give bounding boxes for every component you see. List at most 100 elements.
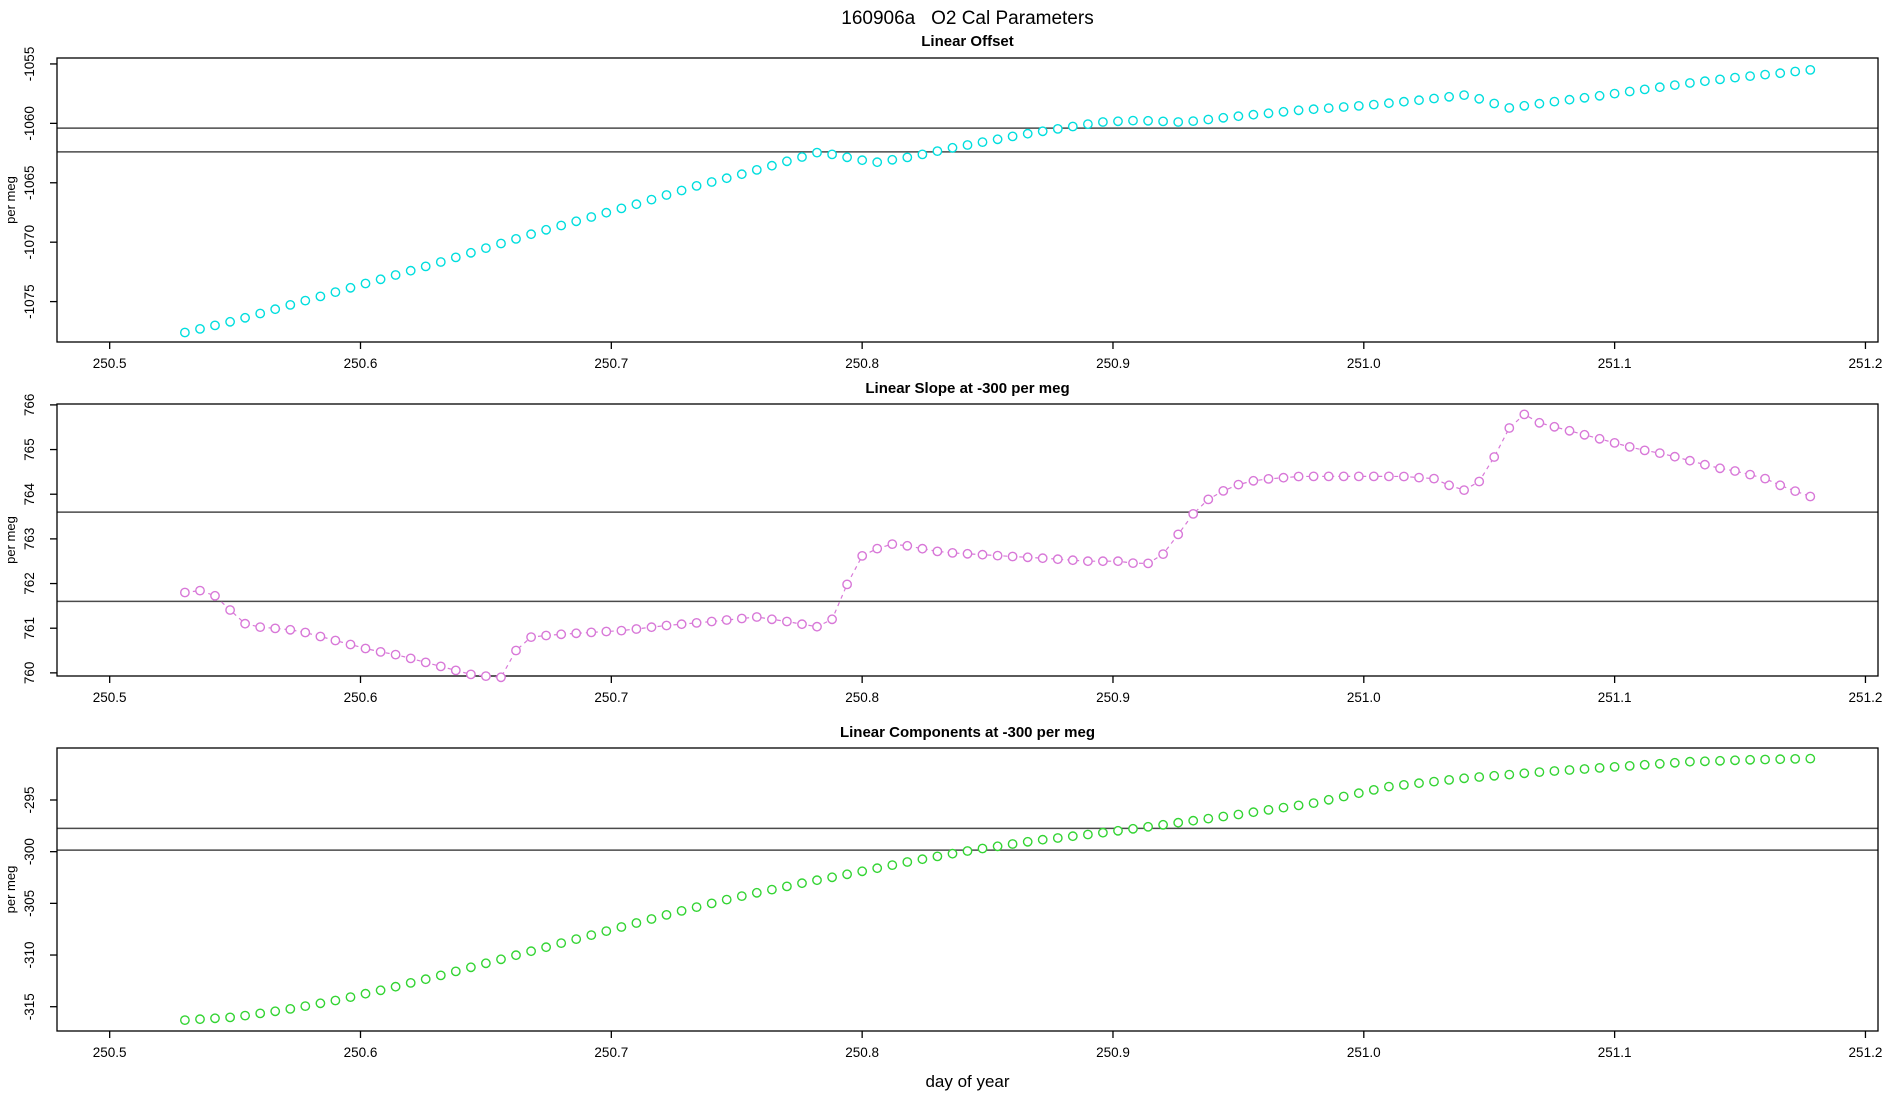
data-point-linear-slope <box>1549 421 1560 432</box>
data-point-linear-slope <box>1233 479 1244 490</box>
data-point-linear-offset <box>1745 71 1756 82</box>
data-point-linear-offset <box>736 169 747 180</box>
data-point-linear-components <box>1203 813 1214 824</box>
data-point-linear-offset <box>631 199 642 210</box>
data-point-linear-offset <box>1519 100 1530 111</box>
data-point-linear-offset <box>1037 126 1048 137</box>
data-point-linear-offset <box>1263 108 1274 119</box>
data-point-linear-slope <box>902 540 913 551</box>
data-point-linear-components <box>511 950 521 961</box>
data-points-linear-slope <box>179 409 1816 683</box>
data-point-linear-offset <box>1248 109 1259 120</box>
data-point-linear-components <box>1519 768 1530 779</box>
data-point-linear-offset <box>1790 66 1801 77</box>
data-point-linear-slope <box>1805 491 1816 502</box>
data-point-linear-slope <box>465 669 476 680</box>
data-point-linear-slope <box>586 627 597 638</box>
data-point-linear-slope <box>315 631 326 642</box>
y-axis-label-linear-slope: per meg <box>3 516 18 564</box>
data-point-linear-components <box>1037 834 1048 845</box>
data-point-linear-offset <box>179 327 190 338</box>
data-point-linear-components <box>1760 754 1771 765</box>
x-tick-label-linear-slope: 250.5 <box>93 690 127 705</box>
data-point-linear-offset <box>797 152 807 162</box>
data-point-linear-offset <box>435 257 446 267</box>
data-point-linear-components <box>646 914 657 924</box>
y-tick-label-linear-components: -315 <box>22 993 37 1020</box>
x-tick-label-linear-offset: 251.2 <box>1849 356 1883 371</box>
data-point-linear-slope <box>631 624 642 634</box>
y-tick-label-linear-slope: 764 <box>22 482 37 505</box>
data-point-linear-slope <box>1353 471 1364 482</box>
data-point-linear-slope <box>1248 475 1259 486</box>
data-point-linear-slope <box>330 635 341 646</box>
data-point-linear-components <box>1399 780 1409 790</box>
data-point-linear-components <box>1730 755 1740 766</box>
x-tick-label-linear-slope: 250.9 <box>1096 690 1130 705</box>
data-point-linear-offset <box>315 291 326 302</box>
data-point-linear-offset <box>1007 131 1018 142</box>
data-point-linear-slope <box>240 618 251 629</box>
panel-linear-components: -315 -310 -305 -300 -295 per meg 250.5 250.6 250… <box>3 747 1882 1060</box>
data-point-linear-components <box>1188 815 1199 826</box>
data-point-linear-offset <box>586 212 597 222</box>
data-point-linear-offset <box>992 134 1003 145</box>
data-point-linear-components <box>1083 829 1093 840</box>
data-point-linear-offset <box>1083 119 1093 130</box>
data-point-linear-offset <box>1639 84 1650 95</box>
data-point-linear-components <box>1338 791 1349 802</box>
data-point-linear-components <box>210 1013 220 1024</box>
data-point-linear-slope <box>1624 441 1635 452</box>
data-point-linear-offset <box>1504 103 1515 113</box>
data-point-linear-offset <box>1429 93 1439 104</box>
data-point-linear-offset <box>450 252 461 263</box>
data-point-linear-offset <box>345 282 356 293</box>
data-point-linear-offset <box>1399 96 1409 107</box>
data-point-linear-slope <box>1203 494 1214 505</box>
plot-border-linear-slope <box>56 403 1879 677</box>
data-point-linear-offset <box>616 203 627 214</box>
data-point-linear-slope <box>405 653 416 664</box>
data-point-linear-slope <box>255 622 266 632</box>
data-point-linear-offset <box>240 312 251 323</box>
data-point-linear-slope <box>676 619 687 630</box>
panel-title-linear-offset: Linear Offset <box>921 33 1014 50</box>
data-point-linear-components <box>1669 757 1680 768</box>
plot-border-linear-components <box>56 747 1879 1032</box>
data-point-linear-offset <box>210 320 220 331</box>
data-point-linear-offset <box>1730 72 1740 83</box>
data-point-linear-slope <box>1474 476 1485 487</box>
data-point-linear-offset <box>270 304 281 315</box>
data-point-linear-components <box>1594 763 1605 773</box>
data-point-linear-offset <box>405 265 416 276</box>
data-point-linear-slope <box>1399 471 1409 482</box>
data-point-linear-slope <box>1308 471 1319 482</box>
data-point-linear-components <box>1685 756 1695 767</box>
data-point-linear-slope <box>812 621 822 632</box>
y-tick-label-linear-offset: -1075 <box>22 284 37 319</box>
data-point-linear-offset <box>1384 98 1394 109</box>
x-tick-label-linear-offset: 251.0 <box>1347 356 1381 371</box>
data-point-linear-components <box>691 902 702 912</box>
data-point-linear-slope <box>1685 455 1695 466</box>
data-point-linear-components <box>706 898 717 909</box>
data-point-linear-components <box>631 918 642 928</box>
data-point-linear-slope <box>1564 425 1575 436</box>
data-point-linear-slope <box>842 579 852 590</box>
data-point-linear-components <box>1624 761 1635 771</box>
data-point-linear-slope <box>1143 558 1154 569</box>
data-point-linear-components <box>1218 811 1229 822</box>
panel-linear-offset: -1075 -1070 -1065 -1060 -1055 per meg 250.5 250… <box>3 47 1882 371</box>
data-point-linear-slope <box>977 549 988 560</box>
data-point-linear-offset <box>1368 99 1379 110</box>
data-point-linear-slope <box>1534 417 1545 428</box>
data-point-linear-offset <box>225 316 236 327</box>
data-point-linear-components <box>1504 769 1515 780</box>
data-point-linear-components <box>797 878 807 889</box>
data-point-linear-offset <box>1594 90 1605 101</box>
data-point-linear-components <box>345 992 356 1002</box>
data-point-linear-offset <box>541 224 551 235</box>
data-point-linear-components <box>1173 817 1184 828</box>
y-tick-label-linear-components: -305 <box>22 890 37 917</box>
x-tick-label-linear-slope: 251.2 <box>1849 690 1883 705</box>
